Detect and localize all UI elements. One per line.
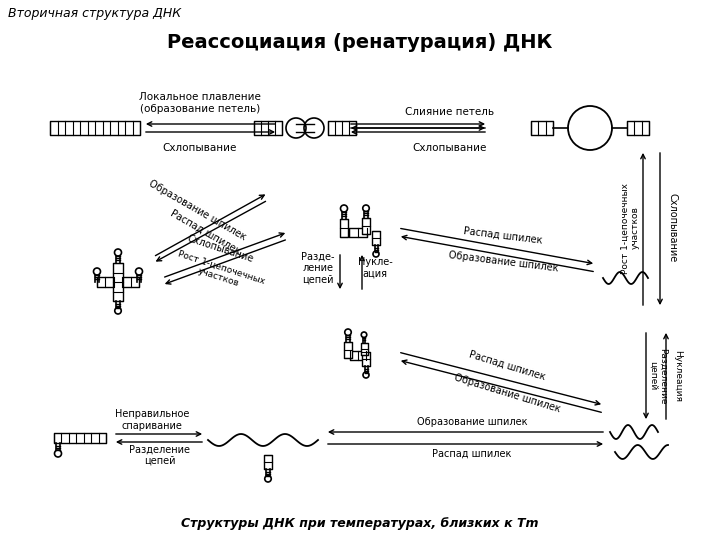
Bar <box>344 342 352 358</box>
Text: Схлопывание: Схлопывание <box>668 193 678 262</box>
Bar <box>362 352 370 366</box>
Text: Разделение
цепей: Разделение цепей <box>648 348 667 404</box>
Text: Разде-
ление
цепей: Разде- ление цепей <box>301 252 335 285</box>
Bar <box>340 219 348 237</box>
Bar <box>361 343 367 355</box>
Text: Структуры ДНК при температурах, близких к Тm: Структуры ДНК при температурах, близких … <box>181 517 539 530</box>
Text: Распад шпилек: Распад шпилек <box>432 449 512 459</box>
Text: Распад шпилек: Распад шпилек <box>463 226 543 246</box>
Text: Неправильное
спаривание: Неправильное спаривание <box>114 409 189 431</box>
Bar <box>627 121 649 135</box>
Text: Реассоциация (ренатурация) ДНК: Реассоциация (ренатурация) ДНК <box>167 32 553 51</box>
Text: Образование шпилек: Образование шпилек <box>448 251 559 274</box>
Text: Локальное плавление
(образование петель): Локальное плавление (образование петель) <box>139 92 261 114</box>
Bar <box>254 121 282 135</box>
Text: Распад шпилек: Распад шпилек <box>169 208 243 256</box>
Text: Разделение
цепей: Разделение цепей <box>130 444 191 466</box>
Text: Образование шпилек: Образование шпилек <box>453 372 562 414</box>
Bar <box>349 227 367 237</box>
Text: Нукле-
ация: Нукле- ация <box>358 257 392 279</box>
Text: Образование шпилек: Образование шпилек <box>417 417 527 427</box>
Text: Образование шпилек: Образование шпилек <box>147 178 248 242</box>
Bar <box>113 263 123 301</box>
Bar <box>328 121 356 135</box>
Text: Схлопывание: Схлопывание <box>413 143 487 153</box>
Bar <box>97 277 139 287</box>
Text: Нуклеация: Нуклеация <box>673 350 683 402</box>
Text: Рост 1-цепочечных
участков: Рост 1-цепочечных участков <box>174 249 266 295</box>
Bar <box>362 218 370 234</box>
Text: Схлопывание: Схлопывание <box>186 233 254 265</box>
Text: Распад шпилек: Распад шпилек <box>467 349 546 381</box>
Bar <box>372 231 380 245</box>
Bar <box>264 455 272 469</box>
Bar <box>50 121 140 135</box>
Text: Слияние петель: Слияние петель <box>405 107 495 117</box>
Bar <box>54 433 106 443</box>
Bar <box>531 121 553 135</box>
Text: Вторичная структура ДНК: Вторичная структура ДНК <box>8 6 181 19</box>
Text: Рост 1-цепочечных
участков: Рост 1-цепочечных участков <box>621 183 639 273</box>
Bar <box>350 350 366 360</box>
Text: Схлопывание: Схлопывание <box>163 143 237 153</box>
